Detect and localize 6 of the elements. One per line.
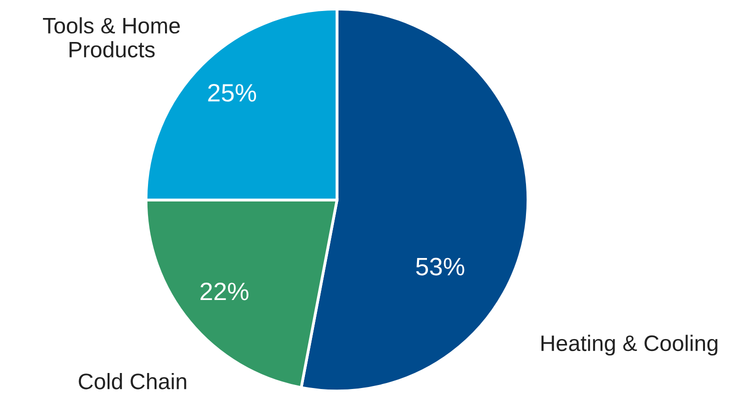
data-label: 25%	[208, 84, 256, 102]
slice-label: Heating & Cooling	[541, 334, 718, 356]
slice-label: Cold Chain	[78, 373, 186, 390]
slice-label: Tools & Home Products	[42, 17, 180, 58]
data-label: 53%	[416, 258, 464, 276]
data-label: 22%	[200, 282, 248, 300]
